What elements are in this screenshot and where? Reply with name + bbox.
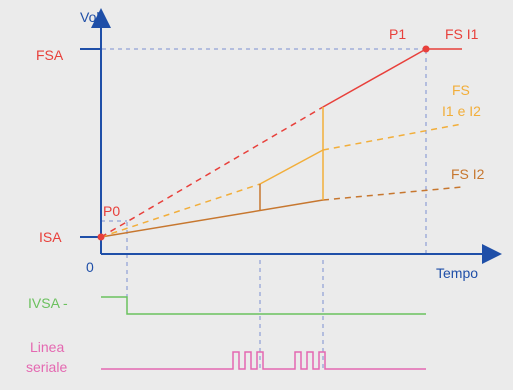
p0-label: P0 [103, 203, 120, 219]
origin-label: 0 [86, 259, 94, 275]
fs-i1-line-solid [322, 48, 427, 108]
serial-label-line2: seriale [26, 359, 67, 375]
voltage-curves [100, 48, 463, 238]
fs-i1-i2-label-line2: I1 e I2 [442, 103, 481, 119]
fs-i1-i2-line-dashed [322, 123, 463, 151]
ivsa-label: IVSA - [28, 295, 68, 311]
fs-i1-i2-line-solid [259, 149, 324, 185]
y-axis-label: Volt [80, 9, 103, 25]
fs-i1-i2-label-line1: FS [452, 82, 470, 98]
p1-label: P1 [389, 26, 406, 42]
x-axis-label: Tempo [436, 265, 478, 281]
fs-i1-i2-line-dashed-start [100, 183, 261, 238]
fs-i1-label: FS I1 [445, 26, 479, 42]
fs-i2-line-dashed [322, 186, 463, 201]
ivsa-signal [101, 296, 426, 315]
axes [80, 8, 502, 264]
guide-lines [101, 48, 427, 372]
fs-i2-line-solid [100, 199, 324, 238]
isa-point [97, 233, 105, 241]
serial-label-line1: Linea [30, 339, 64, 355]
fs-i2-label: FS I2 [451, 166, 485, 182]
fs-i1-line-dashed [100, 106, 324, 238]
fsa-label: FSA [36, 47, 64, 63]
p1-point [422, 45, 430, 53]
isa-label: ISA [39, 229, 62, 245]
serial-signal [101, 351, 426, 370]
